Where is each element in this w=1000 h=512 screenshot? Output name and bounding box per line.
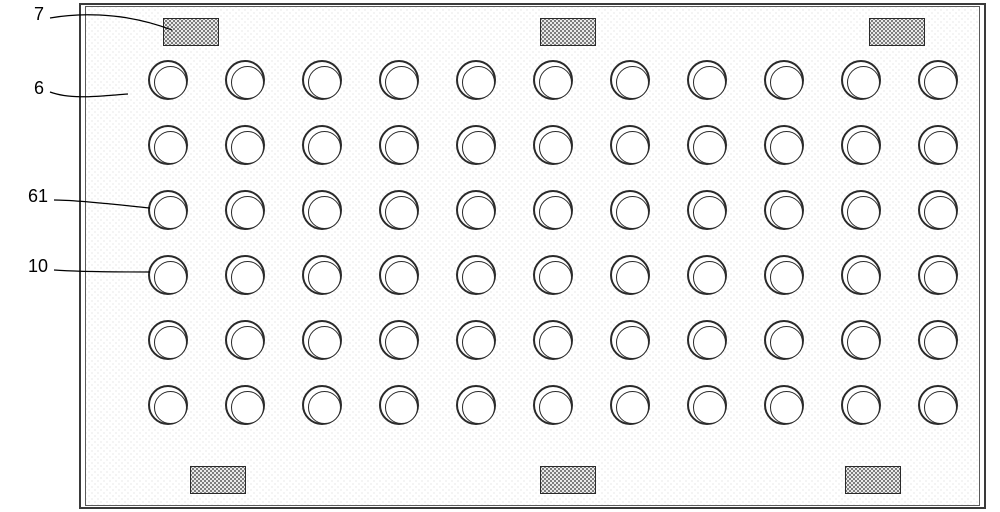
hole-inner-10: [154, 66, 187, 99]
hole-inner-10: [539, 196, 572, 229]
hole-inner-10: [770, 131, 803, 164]
hole-inner-10: [847, 261, 880, 294]
pad-top-0: [163, 18, 219, 46]
hole-inner-10: [693, 326, 726, 359]
hole-inner-10: [231, 196, 264, 229]
hole-inner-10: [539, 66, 572, 99]
hole-inner-10: [847, 131, 880, 164]
hole-inner-10: [770, 196, 803, 229]
hole-inner-10: [462, 391, 495, 424]
hole-inner-10: [847, 66, 880, 99]
hole-inner-10: [847, 196, 880, 229]
hole-inner-10: [308, 261, 341, 294]
hole-inner-10: [924, 131, 957, 164]
hole-inner-10: [385, 66, 418, 99]
hole-inner-10: [308, 196, 341, 229]
hole-inner-10: [462, 66, 495, 99]
hole-inner-10: [231, 326, 264, 359]
hole-inner-10: [462, 326, 495, 359]
hole-inner-10: [616, 131, 649, 164]
hole-inner-10: [616, 261, 649, 294]
hole-inner-10: [616, 66, 649, 99]
hole-inner-10: [462, 131, 495, 164]
hole-inner-10: [616, 196, 649, 229]
pad-top-2: [869, 18, 925, 46]
pad-top-1: [540, 18, 596, 46]
hole-inner-10: [693, 131, 726, 164]
hole-inner-10: [924, 261, 957, 294]
label-61: 61: [28, 186, 48, 207]
pad-bottom-1: [540, 466, 596, 494]
hole-inner-10: [770, 326, 803, 359]
hole-inner-10: [847, 326, 880, 359]
hole-inner-10: [462, 196, 495, 229]
hole-inner-10: [308, 66, 341, 99]
hole-inner-10: [693, 261, 726, 294]
hole-inner-10: [385, 391, 418, 424]
hole-inner-10: [847, 391, 880, 424]
diagram-stage: 7 6 61 10: [0, 0, 1000, 512]
hole-inner-10: [154, 131, 187, 164]
hole-inner-10: [924, 391, 957, 424]
pad-bottom-0: [190, 466, 246, 494]
label-10: 10: [28, 256, 48, 277]
hole-inner-10: [385, 196, 418, 229]
label-6: 6: [34, 78, 44, 99]
hole-inner-10: [539, 261, 572, 294]
hole-inner-10: [308, 326, 341, 359]
hole-inner-10: [539, 131, 572, 164]
hole-inner-10: [154, 196, 187, 229]
hole-inner-10: [385, 131, 418, 164]
hole-inner-10: [770, 66, 803, 99]
pad-bottom-2: [845, 466, 901, 494]
hole-inner-10: [308, 131, 341, 164]
hole-inner-10: [231, 66, 264, 99]
label-7: 7: [34, 4, 44, 25]
hole-inner-10: [154, 391, 187, 424]
hole-inner-10: [539, 391, 572, 424]
hole-inner-10: [924, 326, 957, 359]
hole-inner-10: [385, 261, 418, 294]
hole-inner-10: [770, 261, 803, 294]
hole-inner-10: [539, 326, 572, 359]
hole-inner-10: [924, 66, 957, 99]
hole-inner-10: [154, 261, 187, 294]
hole-inner-10: [231, 261, 264, 294]
hole-inner-10: [231, 391, 264, 424]
hole-inner-10: [385, 326, 418, 359]
hole-inner-10: [616, 391, 649, 424]
hole-inner-10: [308, 391, 341, 424]
hole-inner-10: [462, 261, 495, 294]
hole-inner-10: [693, 66, 726, 99]
hole-inner-10: [231, 131, 264, 164]
hole-inner-10: [693, 391, 726, 424]
hole-inner-10: [616, 326, 649, 359]
hole-inner-10: [770, 391, 803, 424]
hole-inner-10: [924, 196, 957, 229]
hole-inner-10: [154, 326, 187, 359]
hole-inner-10: [693, 196, 726, 229]
